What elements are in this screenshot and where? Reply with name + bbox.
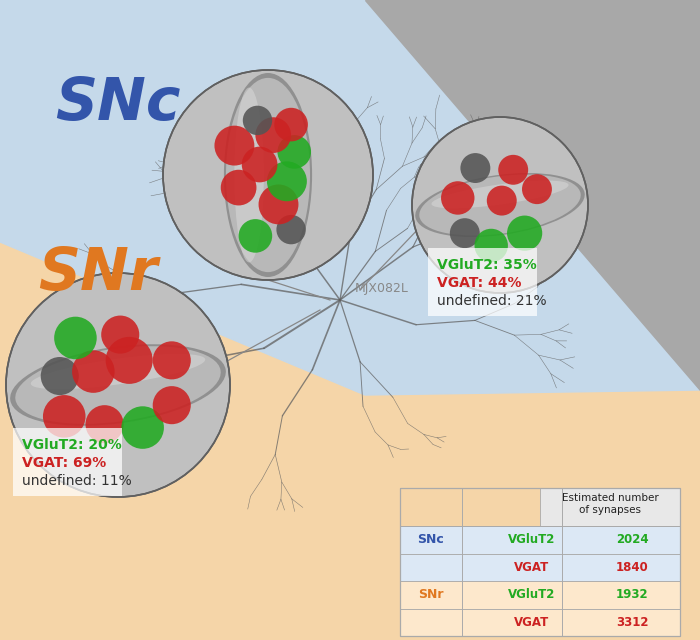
Text: VGluT2: 35%: VGluT2: 35%: [437, 258, 537, 272]
Ellipse shape: [415, 173, 584, 237]
Text: Estimated number
of synapses: Estimated number of synapses: [561, 493, 659, 515]
Text: VGluT2: VGluT2: [508, 533, 555, 547]
Text: 3312: 3312: [616, 616, 649, 628]
Ellipse shape: [431, 180, 568, 208]
Circle shape: [102, 316, 139, 354]
Ellipse shape: [234, 88, 264, 262]
Bar: [400, 581, 680, 609]
Circle shape: [6, 273, 230, 497]
Circle shape: [258, 184, 298, 225]
Ellipse shape: [226, 78, 310, 272]
Text: undefined: 11%: undefined: 11%: [22, 474, 132, 488]
Polygon shape: [365, 0, 700, 390]
Circle shape: [106, 337, 153, 384]
Text: 1932: 1932: [616, 588, 649, 601]
Circle shape: [267, 161, 307, 201]
Bar: [540, 488, 680, 526]
Ellipse shape: [10, 344, 226, 426]
Circle shape: [461, 153, 490, 183]
FancyBboxPatch shape: [428, 248, 537, 316]
Ellipse shape: [15, 346, 220, 424]
Circle shape: [486, 186, 517, 216]
Bar: [400, 554, 680, 581]
Bar: [400, 488, 680, 636]
Circle shape: [239, 219, 272, 253]
Text: VGluT2: 20%: VGluT2: 20%: [22, 438, 122, 452]
Text: VGAT: VGAT: [514, 616, 550, 628]
Bar: [400, 526, 680, 554]
Circle shape: [277, 135, 311, 169]
Text: VGAT: VGAT: [514, 561, 550, 573]
FancyBboxPatch shape: [13, 428, 122, 496]
Circle shape: [276, 215, 306, 244]
Ellipse shape: [419, 175, 581, 236]
Circle shape: [256, 117, 291, 153]
Ellipse shape: [31, 354, 205, 389]
Text: SNr: SNr: [38, 245, 158, 302]
Circle shape: [214, 125, 254, 166]
Circle shape: [441, 181, 475, 214]
Circle shape: [43, 395, 85, 438]
Circle shape: [498, 155, 528, 185]
Circle shape: [153, 341, 191, 380]
Circle shape: [450, 218, 480, 248]
Circle shape: [522, 174, 552, 204]
Circle shape: [507, 216, 542, 251]
Circle shape: [121, 406, 164, 449]
Text: SNc: SNc: [417, 533, 444, 547]
Polygon shape: [0, 0, 700, 395]
Text: VGluT2: VGluT2: [508, 588, 555, 601]
Ellipse shape: [224, 73, 312, 277]
Circle shape: [85, 405, 124, 444]
Circle shape: [41, 357, 79, 395]
Circle shape: [412, 117, 588, 293]
Circle shape: [163, 70, 373, 280]
Circle shape: [274, 108, 308, 141]
Text: 2024: 2024: [616, 533, 649, 547]
Text: VGAT: 44%: VGAT: 44%: [437, 276, 522, 290]
Circle shape: [153, 386, 191, 424]
Circle shape: [54, 317, 97, 359]
Circle shape: [72, 350, 115, 393]
Text: undefined: 21%: undefined: 21%: [437, 294, 547, 308]
Circle shape: [241, 147, 277, 182]
Text: SNr: SNr: [418, 588, 444, 601]
Circle shape: [243, 106, 272, 135]
Text: SNc: SNc: [55, 75, 181, 132]
Bar: [400, 609, 680, 636]
Text: MJX082L: MJX082L: [355, 282, 409, 295]
Circle shape: [220, 170, 256, 205]
Text: 1840: 1840: [616, 561, 649, 573]
Circle shape: [475, 228, 508, 262]
Text: VGAT: 69%: VGAT: 69%: [22, 456, 106, 470]
